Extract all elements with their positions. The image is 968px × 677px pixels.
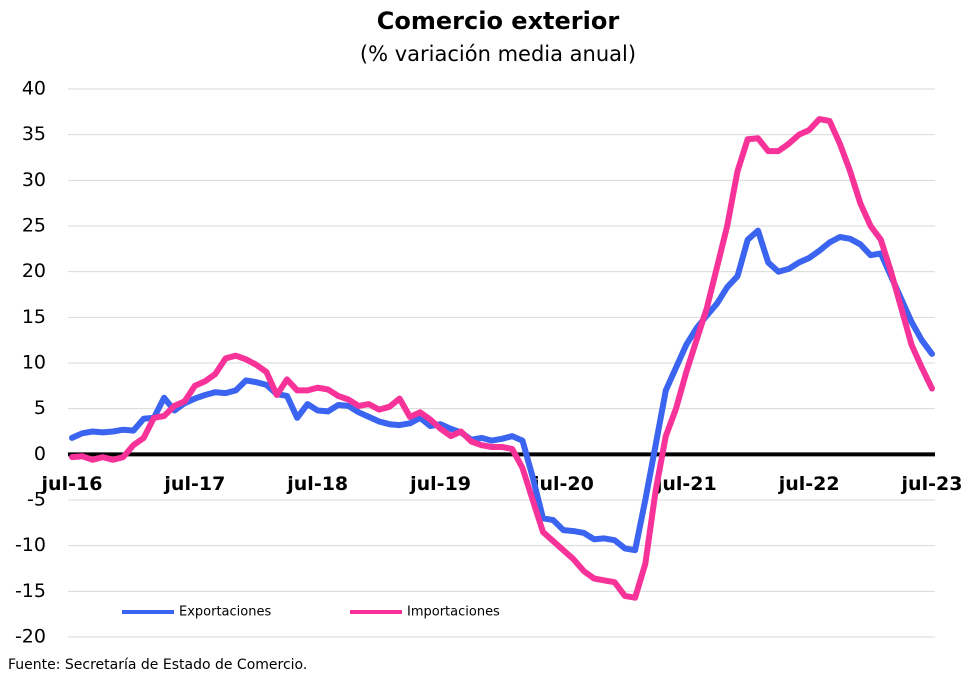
x-tick-label: jul-17 (163, 473, 225, 495)
y-tick-label: 40 (22, 78, 46, 100)
y-tick-label: 10 (22, 352, 46, 374)
legend-label: Exportaciones (179, 605, 271, 620)
y-tick-label: -15 (15, 580, 46, 602)
y-tick-label: 35 (22, 123, 46, 145)
chart-subtitle: (% variación media anual) (360, 42, 636, 66)
y-tick-label: 30 (22, 169, 46, 191)
x-tick-label: jul-23 (901, 473, 963, 495)
source-note: Fuente: Secretaría de Estado de Comercio… (8, 657, 307, 673)
legend-label: Importaciones (407, 605, 500, 620)
data-line (69, 227, 935, 554)
y-tick-label: 20 (22, 260, 46, 282)
y-tick-label: -5 (27, 489, 46, 511)
y-tick-label: -10 (15, 534, 46, 556)
x-tick-label: jul-19 (409, 473, 471, 495)
x-tick-label: jul-21 (655, 473, 717, 495)
x-tick-label: jul-16 (41, 473, 103, 495)
y-tick-label: 0 (34, 443, 46, 465)
y-tick-label: 5 (34, 397, 46, 419)
x-tick-label: jul-20 (532, 473, 594, 495)
y-tick-label: -20 (15, 626, 46, 648)
y-tick-label: 15 (22, 306, 46, 328)
x-tick-label: jul-22 (778, 473, 840, 495)
x-tick-label: jul-18 (286, 473, 348, 495)
chart-title: Comercio exterior (377, 7, 620, 35)
y-tick-label: 25 (22, 215, 46, 237)
data-line (69, 116, 935, 601)
